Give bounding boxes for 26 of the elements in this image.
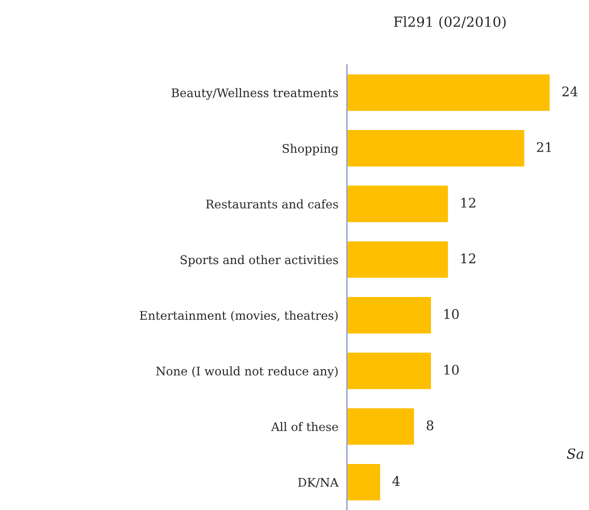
data-label: 21: [536, 142, 551, 152]
data-label: 12: [461, 198, 476, 208]
y-tick-label: Shopping: [282, 144, 338, 156]
bar: [346, 128, 526, 168]
bar: [346, 351, 432, 390]
y-tick-label: Restaurants and cafes: [206, 199, 338, 209]
data-label: 10: [444, 364, 459, 375]
bar: [346, 240, 450, 280]
chart-title: Fl291 (02/2010): [394, 16, 506, 29]
y-tick-label: Sports and other activities: [180, 255, 338, 266]
data-label: 12: [461, 253, 476, 264]
data-label: 24: [562, 86, 578, 96]
y-tick-label: Entertainment (movies, theatres): [140, 310, 338, 322]
bar: [346, 406, 416, 446]
data-label: 10: [444, 309, 459, 320]
y-tick-label: None (I would not reduce any): [156, 366, 338, 378]
bar: [346, 462, 382, 502]
y-tick-label: Beauty/Wellness treatments: [172, 88, 338, 100]
text: Sa: [566, 448, 584, 459]
bar: [346, 72, 552, 112]
y-tick-label: DK/NA: [298, 478, 339, 488]
bar: [346, 296, 432, 335]
data-label: 4: [392, 476, 400, 486]
bar: [346, 184, 450, 224]
y-tick-label: All of these: [271, 422, 338, 432]
data-label: 8: [426, 420, 434, 430]
